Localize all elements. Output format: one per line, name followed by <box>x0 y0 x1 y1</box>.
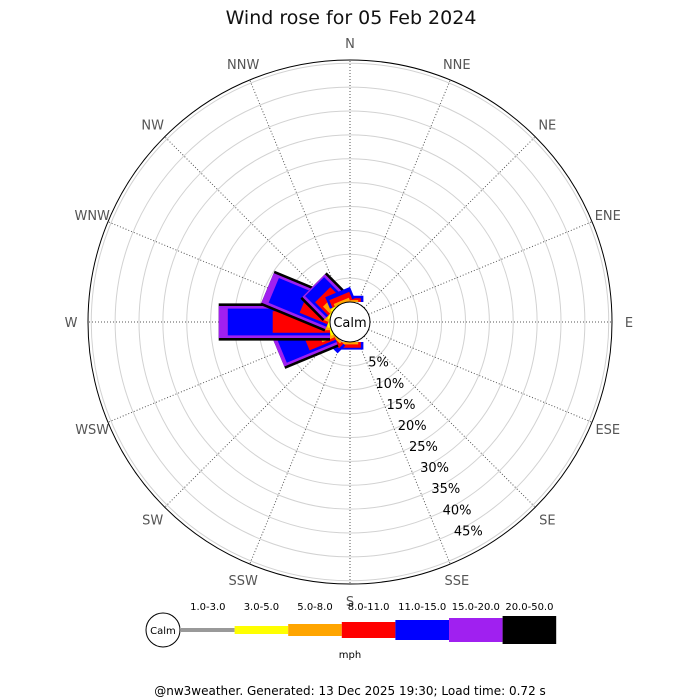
spoke-nnw <box>249 79 343 304</box>
legend-swatch-6 <box>502 616 557 644</box>
legend-calm-circle <box>145 612 181 648</box>
spoke-ne <box>363 136 536 309</box>
legend-unit: mph <box>339 650 361 661</box>
direction-label-wnw: WNW <box>74 209 110 224</box>
tick-label: 5% <box>368 356 389 371</box>
direction-label-ese: ESE <box>595 423 620 438</box>
direction-label-ne: NE <box>538 119 556 134</box>
legend-swatch-5 <box>449 618 503 642</box>
direction-label-ssw: SSW <box>229 574 259 589</box>
legend-label-4: 11.0-15.0 <box>398 602 446 613</box>
spoke-nne <box>357 79 451 304</box>
legend-label-6: 20.0-50.0 <box>505 602 553 613</box>
spoke-wsw <box>107 329 332 423</box>
legend-calm-label: Calm <box>150 626 176 637</box>
bar-nnw-bin-2 <box>333 297 350 307</box>
legend-label-0: 1.0-3.0 <box>190 602 225 613</box>
direction-label-nne: NNE <box>443 58 471 73</box>
legend-swatch-3 <box>341 622 396 638</box>
direction-label-w: W <box>65 316 78 331</box>
tick-label: 15% <box>387 398 416 413</box>
footer-text: @nw3weather. Generated: 13 Dec 2025 19:3… <box>154 684 546 698</box>
tick-label: 45% <box>454 524 483 539</box>
direction-label-s: S <box>346 595 354 610</box>
grid-ring <box>162 134 538 510</box>
direction-label-ene: ENE <box>595 209 621 224</box>
direction-label-wsw: WSW <box>75 423 109 438</box>
grid-ring <box>90 62 610 582</box>
tick-label: 20% <box>398 419 427 434</box>
grid-ring <box>186 158 514 486</box>
outer-ring <box>87 59 613 585</box>
tick-label: 25% <box>409 440 438 455</box>
legend-label-3: 8.0-11.0 <box>348 602 390 613</box>
legend-swatch-0 <box>181 628 235 632</box>
tick-label: 35% <box>431 482 460 497</box>
legend-swatch-4 <box>395 620 449 640</box>
spoke-ese <box>368 329 593 423</box>
direction-label-se: SE <box>539 513 555 528</box>
tick-label: 10% <box>375 377 404 392</box>
wind-bars <box>218 270 364 369</box>
grid-ring <box>210 182 490 462</box>
grid-ring <box>114 86 586 558</box>
legend-label-5: 15.0-20.0 <box>452 602 500 613</box>
spoke-nw <box>164 136 337 309</box>
spoke-sw <box>164 335 337 508</box>
direction-label-nw: NW <box>141 119 164 134</box>
legend-swatch-1 <box>234 626 289 634</box>
grid-ring <box>138 110 562 534</box>
direction-label-e: E <box>625 316 633 331</box>
calm-label: Calm <box>333 316 366 331</box>
radial-grid <box>87 59 613 585</box>
calm-circle: Calm <box>329 301 371 343</box>
chart-title: Wind rose for 05 Feb 2024 <box>226 7 477 29</box>
direction-label-n: N <box>345 37 355 52</box>
legend-label-2: 5.0-8.0 <box>297 602 332 613</box>
spoke-sse <box>357 340 451 565</box>
tick-label: 40% <box>443 503 472 518</box>
legend-label-1: 3.0-5.0 <box>244 602 279 613</box>
tick-label: 30% <box>420 461 449 476</box>
direction-label-sw: SW <box>142 513 163 528</box>
direction-labels: N NNE NE ENE E ESE SE SSE S SSW SW WSW W WNW NW NNW <box>65 37 634 610</box>
legend: Calm 1.0-3.0 3.0-5.0 5.0-8.0 8.0-11.0 11.0-15… <box>145 602 557 661</box>
spoke-ssw <box>249 340 343 565</box>
calm-disc <box>329 301 371 343</box>
direction-label-sse: SSE <box>444 574 469 589</box>
spoke-ene <box>368 221 593 315</box>
direction-label-nnw: NNW <box>227 58 259 73</box>
legend-swatch-2 <box>288 624 342 636</box>
spoke-se <box>363 335 536 508</box>
bar-s-bin-2 <box>341 342 359 345</box>
spoke-wnw <box>107 221 332 315</box>
percent-tick-labels: 5% 10% 15% 20% 25% 30% 35% 40% 45% <box>368 356 482 540</box>
